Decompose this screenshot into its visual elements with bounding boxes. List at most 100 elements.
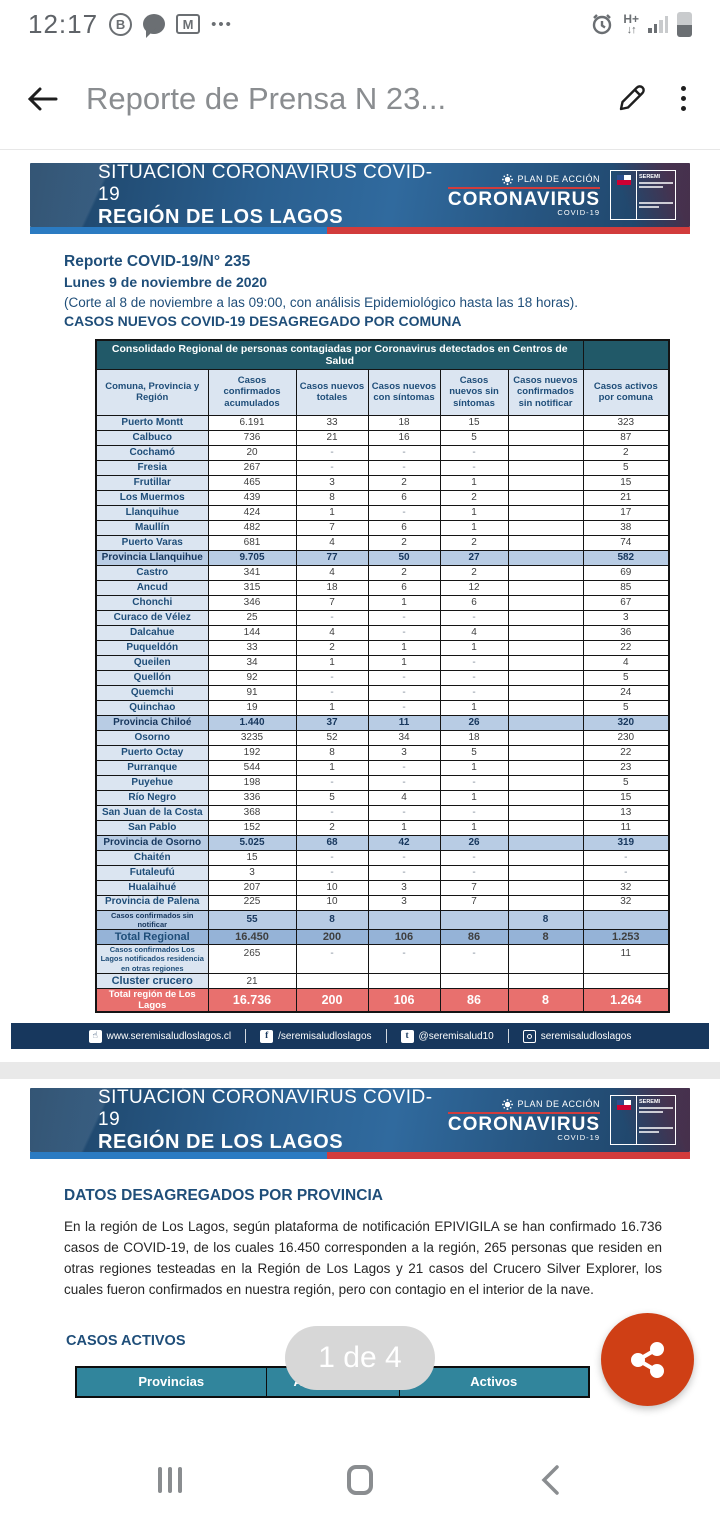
coronavirus-logo: PLAN DE ACCIÓN CORONAVIRUS COVID-19 bbox=[447, 1098, 600, 1142]
cell-value: 8 bbox=[295, 744, 369, 761]
cell-value: 7 bbox=[439, 879, 509, 896]
cell-value: 6 bbox=[367, 519, 441, 536]
virus-icon bbox=[502, 1098, 514, 1110]
cell-value: 87 bbox=[582, 429, 670, 446]
cell-value: - bbox=[367, 699, 441, 716]
column-header: Provincias bbox=[75, 1366, 267, 1398]
twitter-link[interactable]: t @seremisalud10 bbox=[387, 1029, 508, 1043]
edit-button[interactable] bbox=[615, 83, 647, 115]
table-row: Puerto Montt 6.191 33 18 15 323 bbox=[95, 414, 670, 431]
cell-value: 8 bbox=[507, 988, 584, 1013]
table-row: Provincia de Palena 225 10 3 7 32 bbox=[95, 894, 670, 911]
row-label: Provincia Llanquihue bbox=[95, 549, 209, 566]
table-row: San Juan de la Costa 368- - -13 bbox=[95, 804, 670, 821]
cell-value: - bbox=[439, 684, 509, 701]
cell-value: 16.450 bbox=[207, 928, 297, 945]
web-icon: ☝ bbox=[88, 1029, 102, 1043]
instagram-link[interactable]: seremisaludloslagos bbox=[509, 1029, 646, 1043]
cell-value: - bbox=[367, 804, 441, 821]
cell-value: 2 bbox=[582, 444, 670, 461]
cell-value bbox=[367, 973, 441, 990]
cell-value: 1 bbox=[367, 594, 441, 611]
recents-button[interactable] bbox=[140, 1450, 200, 1510]
pdf-viewer[interactable]: SITUACIÓN CORONAVIRUS COVID-19 REGIÓN DE… bbox=[0, 151, 720, 1440]
cell-value: 5.025 bbox=[207, 834, 297, 851]
cell-value: 1 bbox=[439, 819, 509, 836]
cell-value: 681 bbox=[207, 534, 297, 551]
cell-value: 11 bbox=[582, 943, 670, 975]
cell-value: 32 bbox=[582, 879, 670, 896]
cell-value: 9.705 bbox=[207, 549, 297, 566]
back-button[interactable] bbox=[26, 84, 60, 114]
cell-value bbox=[507, 474, 584, 491]
cell-value: 74 bbox=[582, 534, 670, 551]
cell-value: 7 bbox=[439, 894, 509, 911]
cell-value bbox=[507, 654, 584, 671]
cell-value: - bbox=[439, 864, 509, 881]
row-label: Purranque bbox=[95, 759, 209, 776]
cell-value: - bbox=[295, 609, 369, 626]
cell-value: 192 bbox=[207, 744, 297, 761]
cell-value: - bbox=[367, 624, 441, 641]
cell-value: 482 bbox=[207, 519, 297, 536]
table-row: Cluster crucero 21 bbox=[95, 973, 670, 990]
cell-value: 15 bbox=[207, 849, 297, 866]
cell-value: 15 bbox=[439, 414, 509, 431]
table-column-headers: Comuna, Provincia y Región Casos confirma… bbox=[95, 368, 670, 416]
cell-value: 1 bbox=[439, 474, 509, 491]
cell-value: - bbox=[367, 669, 441, 686]
table-caption-spacer bbox=[582, 339, 670, 370]
cell-value: - bbox=[439, 444, 509, 461]
row-label: San Pablo bbox=[95, 819, 209, 836]
cell-value: 36 bbox=[582, 624, 670, 641]
cell-value: 22 bbox=[582, 744, 670, 761]
nav-back-button[interactable] bbox=[520, 1450, 580, 1510]
column-header: Casos nuevos confirmados sin notificar bbox=[507, 368, 584, 416]
row-label: Hualaihué bbox=[95, 879, 209, 896]
province-section-title: DATOS DESAGREGADOS POR PROVINCIA bbox=[64, 1187, 383, 1205]
website-link[interactable]: ☝ www.seremisaludloslagos.cl bbox=[75, 1029, 246, 1043]
row-label: Llanquihue bbox=[95, 504, 209, 521]
overflow-menu-button[interactable] bbox=[673, 82, 694, 115]
cell-value bbox=[507, 414, 584, 431]
facebook-link[interactable]: f /seremisaludloslagos bbox=[246, 1029, 385, 1043]
table-row: Dalcahue 144 4-4 36 bbox=[95, 624, 670, 641]
cell-value: 16.736 bbox=[207, 988, 297, 1013]
chat-notification-icon bbox=[143, 14, 166, 38]
cell-value: 19 bbox=[207, 699, 297, 716]
cell-value: 230 bbox=[582, 729, 670, 746]
cell-value: 225 bbox=[207, 894, 297, 911]
cell-value bbox=[507, 489, 584, 506]
facebook-icon: f bbox=[260, 1029, 274, 1043]
cell-value: 6 bbox=[367, 489, 441, 506]
share-button[interactable] bbox=[601, 1313, 694, 1406]
cell-value: 32 bbox=[582, 894, 670, 911]
cell-value: 92 bbox=[207, 669, 297, 686]
row-label: Castro bbox=[95, 564, 209, 581]
cell-value: 2 bbox=[367, 534, 441, 551]
active-cases-title: CASOS ACTIVOS bbox=[66, 1332, 186, 1349]
row-label: Chonchi bbox=[95, 594, 209, 611]
cell-value: - bbox=[367, 459, 441, 476]
row-label: Total región de Los Lagos bbox=[95, 988, 209, 1013]
cell-value bbox=[507, 834, 584, 851]
cell-value: - bbox=[439, 609, 509, 626]
table-row: San Pablo 152 2 1 1 11 bbox=[95, 819, 670, 836]
table-row: Frutillar 465 3 2 1 15 bbox=[95, 474, 670, 491]
column-header: Casos activos por comuna bbox=[582, 368, 670, 416]
cell-value bbox=[507, 759, 584, 776]
cell-value: 34 bbox=[207, 654, 297, 671]
cell-value: 86 bbox=[439, 928, 509, 945]
row-label: Puerto Octay bbox=[95, 744, 209, 761]
row-label: Casos confirmados Los Lagos notificados … bbox=[95, 943, 209, 975]
bbm-notification-icon: B bbox=[109, 12, 133, 36]
table-row: Puqueldón 33 2 1 1 22 bbox=[95, 639, 670, 656]
cell-value: 267 bbox=[207, 459, 297, 476]
row-label: Puerto Varas bbox=[95, 534, 209, 551]
table-row: Chonchi 346 7 1 6 67 bbox=[95, 594, 670, 611]
cell-value: 85 bbox=[582, 579, 670, 596]
home-button[interactable] bbox=[330, 1450, 390, 1510]
cell-value: - bbox=[367, 864, 441, 881]
row-label: Curaco de Vélez bbox=[95, 609, 209, 626]
cell-value: 544 bbox=[207, 759, 297, 776]
